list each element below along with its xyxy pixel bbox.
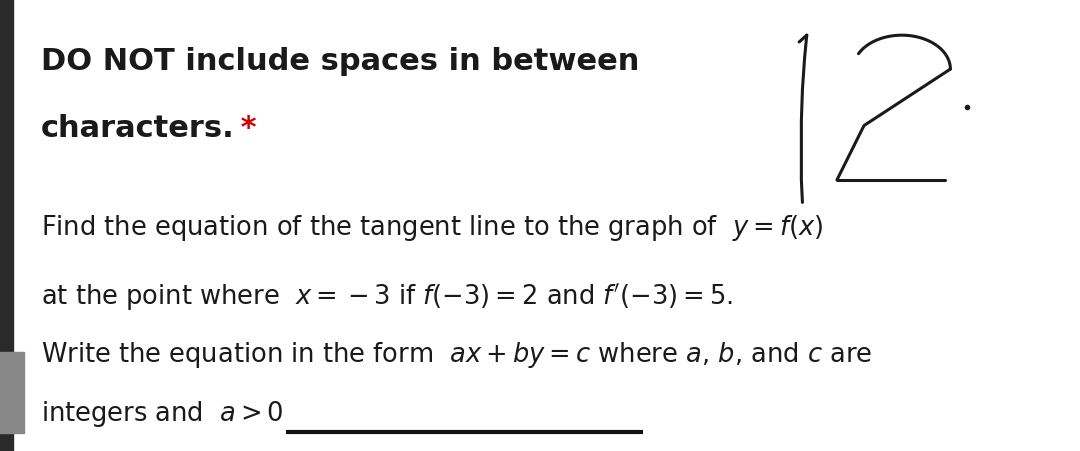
Text: DO NOT include spaces in between: DO NOT include spaces in between <box>41 46 639 75</box>
Text: at the point where  $x=-3$ if $f(-3)=2$ and $f'(-3)=5.$: at the point where $x=-3$ if $f(-3)=2$ a… <box>41 280 733 311</box>
Bar <box>0 352 24 433</box>
Bar <box>0 0 13 451</box>
Text: integers and  $\mathit{a}>0$: integers and $\mathit{a}>0$ <box>41 398 284 428</box>
Text: Write the equation in the form  $ax+by=c$ where $\mathit{a}$, $\mathit{b}$, and : Write the equation in the form $ax+by=c$… <box>41 339 873 369</box>
Text: Find the equation of the tangent line to the graph of  $y=f(x)$: Find the equation of the tangent line to… <box>41 213 823 243</box>
Text: *: * <box>230 114 257 143</box>
Text: characters.: characters. <box>41 114 234 143</box>
